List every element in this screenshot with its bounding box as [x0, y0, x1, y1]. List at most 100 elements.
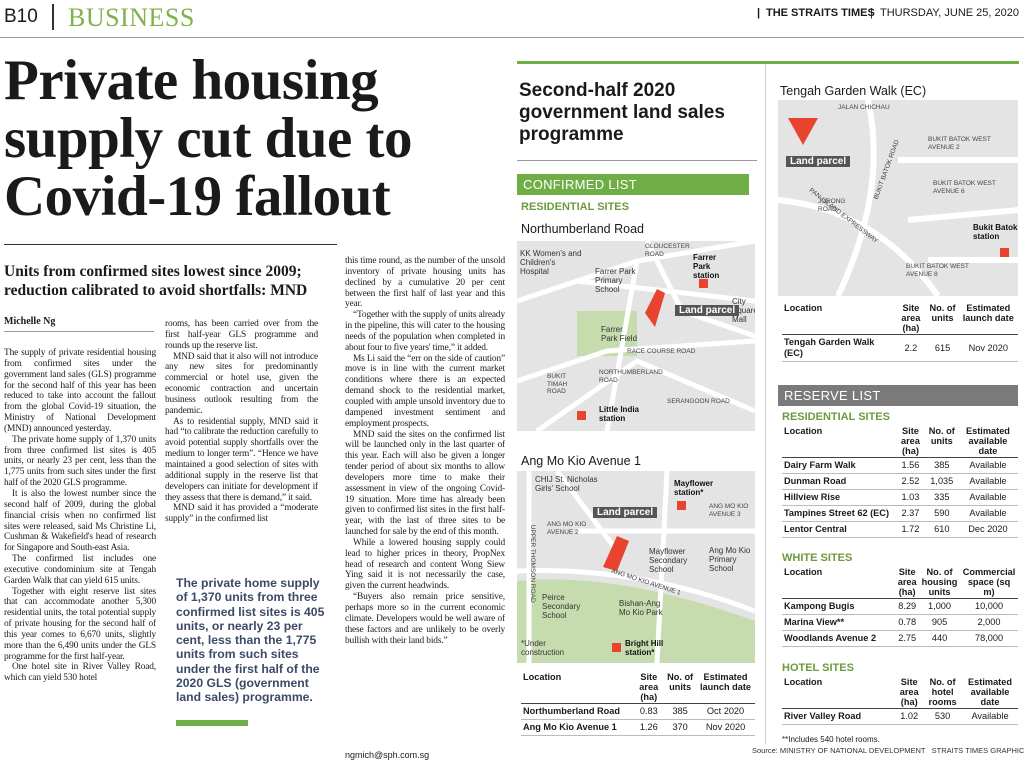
table-title: WHITE SITES — [782, 552, 853, 564]
data-table: Location Site area (ha) No. of housing uni… — [782, 566, 1018, 647]
column-header: Site area (ha) — [633, 671, 665, 704]
table-row: Dunman Road 2.52 1,035 Available — [782, 473, 1018, 490]
divider: | — [870, 7, 873, 19]
map-label: GLOUCESTER ROAD — [645, 243, 690, 258]
table-cell: 2.52 — [895, 473, 926, 490]
table-cell: 2,000 — [960, 614, 1018, 631]
data-table: Location Site area (ha) No. of units Estima… — [782, 425, 1018, 538]
map-label: Bishan-Ang Mo Kio Park — [619, 599, 663, 617]
map-label: Ang Mo Kio Primary School — [709, 546, 751, 573]
table-cell: Dec 2020 — [957, 521, 1018, 538]
pull-quote: The private home supply of 1,370 units f… — [176, 576, 325, 705]
table-row: Ang Mo Kio Avenue 1 1.26 370 Nov 2020 — [521, 719, 755, 736]
table: HOTEL SITES Location Site area (ha) No. of … — [782, 662, 1018, 725]
table-cell: 10,000 — [960, 598, 1018, 615]
data-table: Location Site area (ha) No. of units Estima… — [521, 671, 755, 736]
map-art — [517, 471, 755, 663]
map-label: Bright Hill station* — [625, 639, 664, 657]
article-column: The supply of private residential housin… — [4, 348, 156, 775]
table-cell: 385 — [664, 703, 697, 720]
table-cell: 610 — [925, 521, 958, 538]
map-label: Peirce Secondary School — [542, 593, 581, 620]
paragraph: “Buyers also remain price sensitive, per… — [345, 592, 505, 646]
paragraph: rooms, has been carried over from the fi… — [165, 319, 318, 351]
header-row: Location Site area (ha) No. of units Estima… — [521, 671, 755, 704]
column-header: No. of units — [925, 425, 958, 458]
column-header: Site area (ha) — [895, 425, 926, 458]
article-column: this time round, as the number of the un… — [345, 256, 505, 744]
table-cell: River Valley Road — [782, 708, 896, 725]
paragraph: It is also the lowest number since the s… — [4, 488, 156, 554]
map-label: Mayflower station* — [674, 479, 714, 497]
paragraph: “Together with the supply of units alrea… — [345, 310, 505, 353]
header-row: Location Site area (ha) No. of units Estima… — [782, 302, 1018, 335]
map-label: SERANGOON ROAD — [667, 398, 730, 405]
table-cell: 0.78 — [895, 614, 920, 631]
table-row: Hillview Rise 1.03 335 Available — [782, 489, 1018, 506]
paragraph: The private home supply of 1,370 units f… — [4, 434, 156, 489]
divider — [52, 4, 54, 30]
parcel-label: Land parcel — [675, 305, 740, 316]
rule — [4, 331, 154, 332]
table-cell: Northumberland Road — [521, 703, 634, 720]
map-label: Farrer Park Primary School — [595, 267, 636, 294]
table-cell: Ang Mo Kio Avenue 1 — [521, 719, 634, 736]
map-label: BUKIT BATOK WEST AVENUE 8 — [906, 263, 969, 278]
map-label: KK Women's and Children's Hospital — [520, 249, 582, 276]
map-label: UPPER THOMSON ROAD — [528, 524, 536, 603]
table-cell: 1,035 — [925, 473, 958, 490]
header-rule — [0, 37, 1024, 38]
table-cell: Available — [962, 708, 1018, 725]
data-table: Location Site area (ha) No. of units Estima… — [782, 302, 1018, 362]
map-label: Little India station — [599, 405, 639, 423]
map-label: *Under construction — [521, 639, 565, 657]
paper-name: THE STRAITS TIMES — [766, 7, 875, 19]
table-row: River Valley Road 1.02 530 Available — [782, 708, 1018, 725]
column-header: No. of units — [664, 671, 697, 704]
table-cell: 2.37 — [895, 505, 926, 522]
column-header: Location — [521, 671, 634, 704]
table-cell: Kampong Bugis — [782, 598, 896, 615]
table-cell: Nov 2020 — [696, 719, 755, 736]
table-cell: Woodlands Avenue 2 — [782, 630, 896, 647]
parcel-label: Land parcel — [593, 507, 658, 518]
table-row: Northumberland Road 0.83 385 Oct 2020 — [521, 703, 755, 720]
map-label: Farrer Park station — [693, 253, 720, 280]
map-label: BUKIT TIMAH ROAD — [547, 373, 568, 395]
table-cell: 440 — [919, 630, 961, 647]
paragraph: MND said the sites on the confirmed list… — [345, 429, 505, 538]
table-cell: Oct 2020 — [696, 703, 755, 720]
table-cell: 8.29 — [895, 598, 920, 615]
map-title: Northumberland Road — [521, 222, 644, 236]
headline-line: Covid-19 fallout — [4, 165, 391, 228]
table-cell: 1.56 — [895, 457, 926, 474]
table-cell: Available — [957, 489, 1018, 506]
page-number: B10 — [4, 6, 38, 27]
table-cell: 335 — [925, 489, 958, 506]
rule — [4, 244, 337, 245]
graphic-title: Second-half 2020 government land sales p… — [519, 80, 725, 145]
table-cell: Marina View** — [782, 614, 896, 631]
table-title: HOTEL SITES — [782, 662, 854, 674]
table: Location Site area (ha) No. of units Estima… — [521, 671, 755, 736]
map-label: JALAN CHICHAU — [838, 104, 890, 111]
table: WHITE SITES Location Site area (ha) No. of … — [782, 552, 1018, 647]
column-header: Site area (ha) — [895, 302, 927, 335]
subheadline: Units from confirmed sites lowest since … — [4, 263, 308, 299]
table-cell: 530 — [923, 708, 963, 725]
table-cell: 1.03 — [895, 489, 926, 506]
rule — [517, 160, 757, 161]
map-label: NORTHUMBERLAND ROAD — [599, 369, 663, 384]
column-header: No. of housing units — [919, 566, 961, 599]
map-label: CHIJ St. Nicholas Girls' School — [535, 475, 598, 493]
table-row: Tampines Street 62 (EC) 2.37 590 Available — [782, 505, 1018, 522]
map-label: Mayflower Secondary School — [649, 547, 688, 574]
table-cell: 905 — [919, 614, 961, 631]
paragraph: Together with eight reserve list sites t… — [4, 586, 156, 662]
column-header: Location — [782, 302, 896, 335]
table-cell: 385 — [925, 457, 958, 474]
table-row: Tengah Garden Walk (EC) 2.2 615 Nov 2020 — [782, 334, 1018, 362]
email: ngmich@sph.com.sg — [345, 750, 430, 760]
headline-line: supply cut due to — [4, 107, 413, 170]
